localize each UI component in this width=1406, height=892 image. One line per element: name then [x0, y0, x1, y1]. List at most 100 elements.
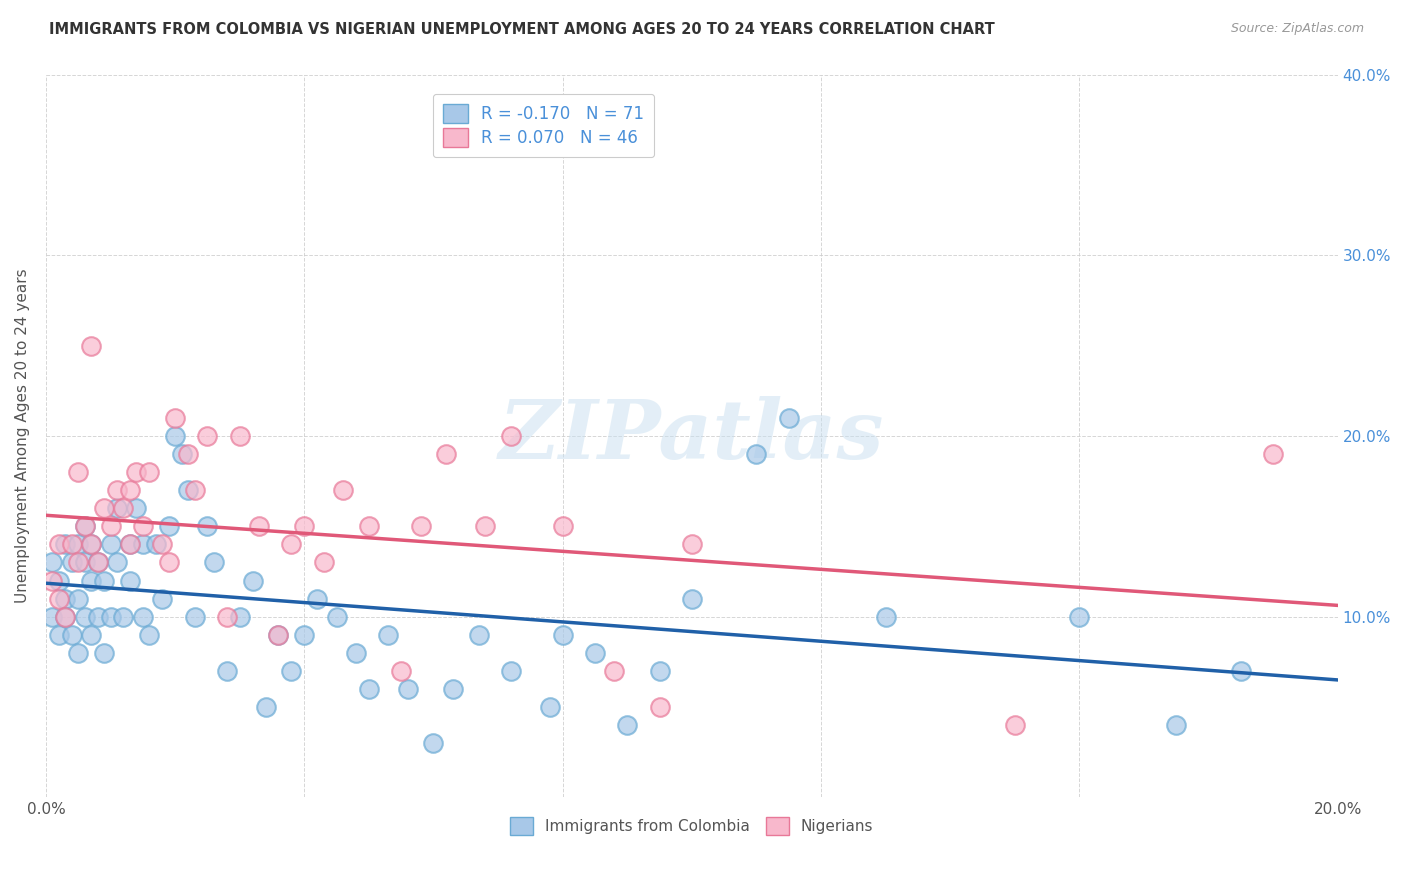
Point: [73, 519, 96, 533]
Point: [73, 556, 96, 570]
Point: [132, 519, 155, 533]
Point: [100, 519, 122, 533]
Point: [118, 483, 141, 498]
Point: [60, 537, 83, 551]
Point: [344, 646, 367, 660]
Point: [422, 736, 444, 750]
Point: [357, 681, 380, 696]
Point: [1166, 718, 1188, 732]
Point: [53, 609, 76, 624]
Point: [228, 429, 250, 443]
Point: [100, 609, 122, 624]
Point: [48, 591, 70, 606]
Point: [681, 537, 703, 551]
Point: [41, 609, 63, 624]
Point: [292, 628, 315, 642]
Point: [583, 646, 606, 660]
Point: [215, 609, 238, 624]
Point: [86, 556, 108, 570]
Point: [53, 609, 76, 624]
Point: [48, 628, 70, 642]
Point: [105, 556, 128, 570]
Point: [86, 609, 108, 624]
Point: [67, 537, 90, 551]
Point: [60, 556, 83, 570]
Point: [357, 519, 380, 533]
Text: IMMIGRANTS FROM COLOMBIA VS NIGERIAN UNEMPLOYMENT AMONG AGES 20 TO 24 YEARS CORR: IMMIGRANTS FROM COLOMBIA VS NIGERIAN UNE…: [49, 22, 995, 37]
Point: [875, 609, 897, 624]
Point: [441, 681, 464, 696]
Point: [80, 628, 103, 642]
Point: [41, 574, 63, 588]
Point: [112, 501, 135, 516]
Point: [325, 609, 347, 624]
Point: [80, 537, 103, 551]
Point: [80, 338, 103, 352]
Point: [332, 483, 354, 498]
Point: [80, 574, 103, 588]
Point: [312, 556, 335, 570]
Point: [138, 628, 160, 642]
Point: [118, 537, 141, 551]
Point: [145, 537, 167, 551]
Point: [254, 700, 277, 714]
Point: [93, 646, 115, 660]
Point: [67, 465, 90, 479]
Point: [267, 628, 290, 642]
Point: [247, 519, 270, 533]
Point: [125, 465, 148, 479]
Point: [551, 628, 574, 642]
Point: [170, 447, 193, 461]
Point: [292, 519, 315, 533]
Y-axis label: Unemployment Among Ages 20 to 24 years: Unemployment Among Ages 20 to 24 years: [15, 268, 30, 603]
Point: [157, 519, 180, 533]
Point: [132, 609, 155, 624]
Point: [396, 681, 419, 696]
Point: [745, 447, 768, 461]
Point: [86, 556, 108, 570]
Point: [242, 574, 264, 588]
Point: [177, 447, 200, 461]
Point: [105, 483, 128, 498]
Point: [93, 574, 115, 588]
Point: [125, 501, 148, 516]
Point: [48, 574, 70, 588]
Point: [1004, 718, 1026, 732]
Point: [616, 718, 638, 732]
Point: [499, 664, 522, 678]
Point: [648, 700, 671, 714]
Point: [267, 628, 290, 642]
Point: [377, 628, 399, 642]
Point: [648, 664, 671, 678]
Point: [165, 411, 187, 425]
Point: [48, 537, 70, 551]
Point: [53, 591, 76, 606]
Point: [434, 447, 457, 461]
Point: [551, 519, 574, 533]
Point: [778, 411, 800, 425]
Point: [93, 501, 115, 516]
Point: [150, 591, 173, 606]
Point: [67, 556, 90, 570]
Point: [202, 556, 225, 570]
Point: [73, 609, 96, 624]
Point: [280, 537, 302, 551]
Point: [1069, 609, 1091, 624]
Point: [538, 700, 561, 714]
Point: [41, 556, 63, 570]
Point: [409, 519, 432, 533]
Point: [53, 537, 76, 551]
Point: [183, 609, 205, 624]
Point: [197, 429, 219, 443]
Point: [112, 609, 135, 624]
Point: [105, 501, 128, 516]
Point: [73, 519, 96, 533]
Point: [197, 519, 219, 533]
Point: [67, 646, 90, 660]
Point: [307, 591, 329, 606]
Point: [1229, 664, 1251, 678]
Point: [499, 429, 522, 443]
Point: [215, 664, 238, 678]
Point: [67, 591, 90, 606]
Point: [138, 465, 160, 479]
